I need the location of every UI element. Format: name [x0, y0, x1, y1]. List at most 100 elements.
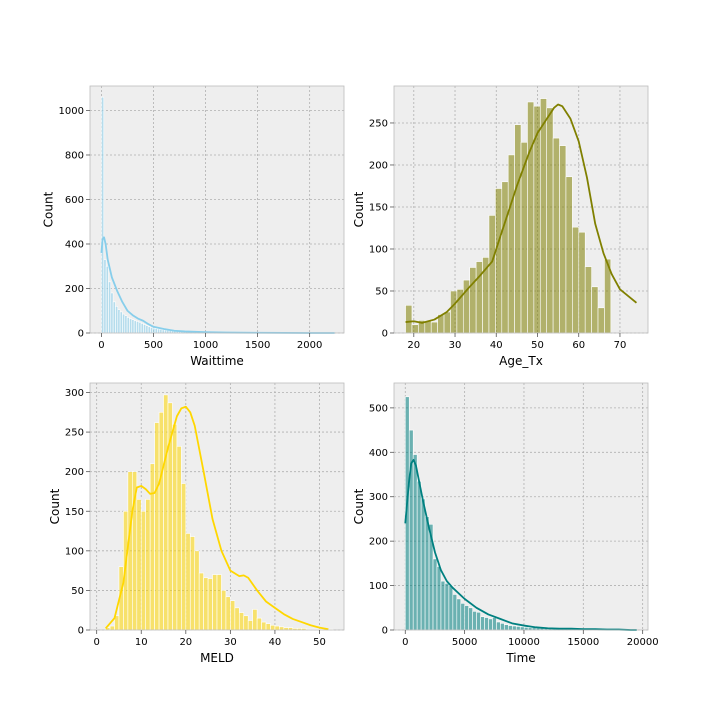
x-tick-label: 15000: [567, 637, 599, 648]
x-tick-label: 1000: [193, 340, 218, 351]
histogram-bar: [496, 621, 501, 631]
histogram-bar: [143, 324, 147, 334]
x-tick-label: 50: [313, 637, 326, 648]
subplot-bottom-right: 0 5000 10000 15000 20000 0 100 200 300 400 500 Time…: [352, 382, 659, 665]
histogram-bars: [404, 396, 636, 631]
x-tick-label: 60: [572, 340, 585, 351]
histogram-bar: [448, 585, 454, 631]
histogram-bar: [164, 329, 168, 334]
histogram-bar: [261, 621, 267, 631]
histogram-bar: [444, 583, 450, 631]
histogram-bar: [225, 596, 231, 631]
y-tick-label: 200: [65, 467, 84, 478]
histogram-bar: [145, 499, 151, 631]
x-tick-label: 0: [402, 637, 408, 648]
y-tick-label: 50: [71, 586, 84, 597]
histogram-bar: [565, 176, 573, 334]
x-tick-label: 20: [179, 637, 192, 648]
subplot-top-left: 0 500 1000 1500 2000 0 200 400 600 800 1000 Waittim…: [41, 85, 345, 368]
histogram-bar: [527, 101, 535, 334]
x-axis-label: MELD: [200, 651, 234, 665]
histogram-bar: [412, 454, 418, 631]
histogram-bar: [484, 617, 489, 631]
histogram-bar: [274, 625, 280, 631]
histogram-bar: [136, 499, 142, 631]
histogram-bar: [430, 321, 438, 334]
histogram-bar: [158, 411, 164, 631]
histogram-bar: [436, 566, 442, 631]
y-tick-label: 300: [65, 388, 84, 399]
histogram-bar: [424, 516, 430, 631]
histogram-bar: [136, 321, 140, 334]
y-tick-label: 100: [369, 581, 388, 592]
x-axis-label: Waittime: [190, 354, 244, 368]
histogram-bar: [480, 616, 485, 631]
histogram-bar: [507, 154, 515, 334]
x-axis-label: Time: [505, 651, 535, 665]
histogram-bar: [149, 463, 155, 631]
histogram-bar: [117, 309, 121, 334]
y-tick-label: 0: [78, 329, 84, 340]
y-tick-label: 400: [65, 239, 84, 250]
histogram-bar: [166, 330, 170, 334]
histogram-bar: [440, 580, 446, 631]
histogram-bar: [145, 325, 149, 334]
histogram-bar: [161, 329, 165, 334]
x-tick-label: 70: [614, 340, 627, 351]
histogram-bar: [488, 618, 493, 631]
histogram-bar: [416, 480, 422, 631]
histogram-bar: [495, 188, 503, 334]
x-tick-label: 20: [407, 340, 420, 351]
kde-curve: [100, 236, 335, 334]
histogram-bar: [469, 267, 477, 334]
y-tick-label: 100: [369, 244, 388, 255]
kde-curve: [404, 458, 637, 631]
y-tick-label: 200: [65, 284, 84, 295]
histogram-bar: [157, 328, 161, 334]
x-tick-label: 20000: [627, 637, 659, 648]
histogram-bar: [508, 625, 513, 631]
histogram-bar: [411, 324, 419, 334]
histogram-bar: [126, 317, 130, 334]
histogram-bar: [256, 617, 262, 631]
y-tick-label: 0: [382, 626, 388, 637]
histogram-bar: [504, 624, 509, 631]
histogram-bar: [185, 533, 191, 631]
histogram-bar: [468, 607, 473, 631]
x-tick-label: 0: [98, 340, 104, 351]
y-tick-label: 250: [65, 428, 84, 439]
histogram-bar: [265, 623, 271, 631]
histogram-bar: [279, 626, 285, 631]
histogram-bar: [501, 181, 509, 334]
histogram-bar: [405, 304, 413, 334]
x-tick-label: 50: [531, 340, 544, 351]
histogram-bar: [198, 572, 204, 631]
histogram-bar: [443, 311, 451, 334]
histogram-bar: [154, 328, 158, 334]
histogram-bar: [572, 226, 580, 334]
histogram-bar: [147, 326, 151, 334]
histogram-bar: [212, 574, 218, 631]
histogram-bar: [127, 471, 133, 631]
x-tick-label: 500: [144, 340, 163, 351]
histogram-bar: [159, 329, 163, 334]
histogram-bar: [500, 623, 505, 631]
y-tick-label: 150: [65, 507, 84, 518]
kde-curve: [405, 103, 638, 324]
y-tick-label: 200: [369, 160, 388, 171]
y-tick-label: 250: [369, 118, 388, 129]
histogram-bar: [221, 590, 227, 631]
histogram-bar: [546, 107, 554, 334]
histogram-bar: [230, 600, 236, 631]
histogram-bar: [472, 611, 477, 631]
histogram-bar: [238, 612, 245, 631]
y-axis-label: Count: [48, 488, 62, 524]
histogram-bar: [181, 483, 187, 631]
x-tick-label: 10: [135, 637, 148, 648]
subplot-top-right: 20 30 40 50 60 70 0 50 100 150 200 250 Age_Tx Count: [352, 85, 649, 368]
x-tick-label: 40: [490, 340, 503, 351]
histogram-bar: [464, 605, 470, 631]
histogram-bar: [129, 318, 133, 334]
histogram-bar: [203, 577, 209, 631]
histogram-bar: [488, 215, 496, 334]
